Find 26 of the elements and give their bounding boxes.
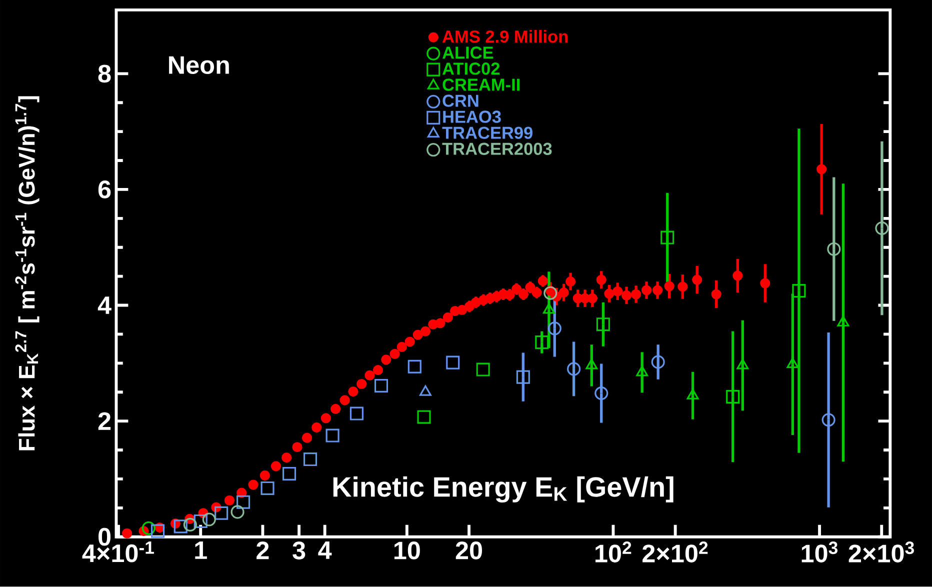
x-tick-label: 3 bbox=[292, 542, 306, 560]
legend-label: TRACER99 bbox=[442, 126, 532, 140]
legend-label: ALICE bbox=[442, 46, 494, 59]
x-tick-label: 10 bbox=[394, 542, 420, 560]
x-tick-label: 2 bbox=[256, 542, 269, 560]
x-tick-label: 10$^{3}$ bbox=[802, 542, 838, 563]
y-tick-label: 4 bbox=[98, 296, 112, 314]
x-tick-label: 4 bbox=[318, 542, 332, 560]
y-tick-label: 2 bbox=[98, 412, 111, 430]
x-tick-label: 2×10$^{2}$ bbox=[642, 542, 708, 563]
x-tick-label: 10$^{2}$ bbox=[596, 542, 632, 563]
x-tick-label: 2×10$^{3}$ bbox=[848, 542, 914, 563]
x-tick-label: 1 bbox=[195, 542, 207, 560]
text: Flux × E$_{K}$$^{2.7}$ [ m$^{-2}$s$^{-1}$sr$^{-1}$ (GeV/n)$^{1.7}$] bbox=[15, 96, 40, 450]
legend-label: TRACER2003 bbox=[442, 142, 552, 156]
text: Neon bbox=[169, 56, 229, 74]
legend-label: HEAO3 bbox=[443, 110, 501, 124]
x-tick-label: 20 bbox=[456, 542, 482, 560]
legend-label: CREAM-II bbox=[442, 78, 520, 91]
legend-label: AMS 2.9 Million bbox=[442, 30, 568, 43]
y-tick-label: 6 bbox=[98, 180, 111, 199]
y-tick-label: 0 bbox=[98, 528, 111, 546]
y-tick-label: 8 bbox=[98, 64, 111, 83]
legend-label: CRN bbox=[442, 94, 478, 108]
x-axis-title: Kinetic Energy E$_{K}$ [GeV/n] bbox=[333, 476, 674, 503]
legend-label: ATIC02 bbox=[442, 62, 500, 75]
